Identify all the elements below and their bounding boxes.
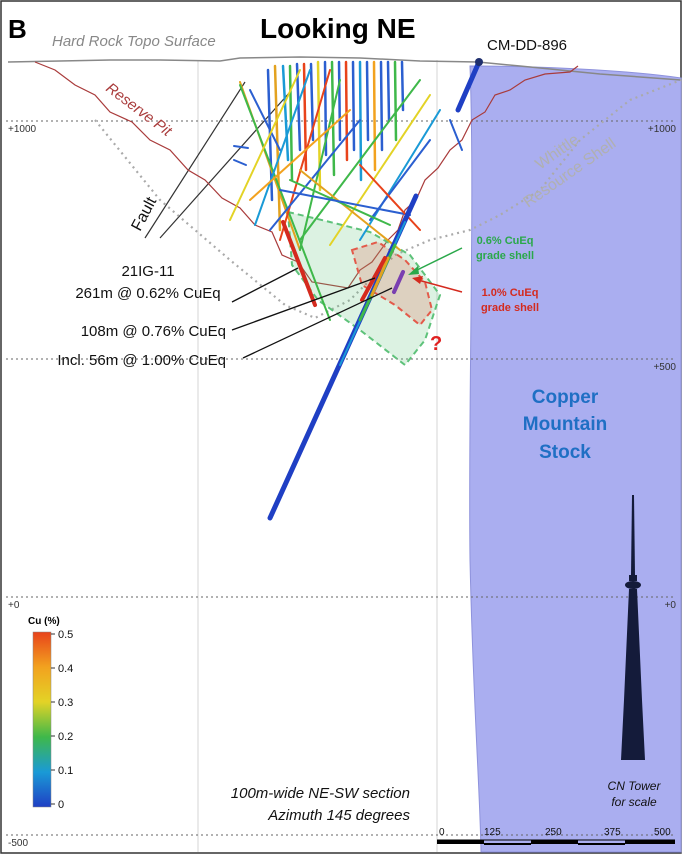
scale-label-375: 375 [604,827,621,838]
figure-title: Looking NE [260,13,416,44]
topo-surface-label: Hard Rock Topo Surface [52,33,216,50]
elev-right-1000: +1000 [648,124,677,135]
scale-label-250: 250 [545,827,562,838]
drillholes [229,59,482,521]
cn-tower-icon [621,495,645,760]
elev-left-1000: +1000 [8,124,37,135]
legend-tick-05: 0.5 [58,629,73,641]
elev-left-minus500: -500 [8,838,28,849]
legend-tick-0: 0 [58,799,64,811]
shell-arrows [408,247,463,293]
topo-surface-line [7,56,682,81]
legend-ticks [51,633,55,805]
scale-label-0: 0 [439,827,445,838]
grade-shell-06-label-1: 0.6% CuEq [477,235,534,247]
legend-color-bar [32,631,52,808]
grade-shell-10-label-1: 1.0% CuEq [482,287,539,299]
cn-tower-label-1: CN Tower [608,779,662,793]
stock-label-2: Mountain [523,414,607,435]
scale-label-125: 125 [484,827,501,838]
collar-marker [475,58,483,66]
legend-tick-04: 0.4 [58,663,73,675]
grade-shell-06-label-2: grade shell [476,250,534,262]
intercept-2-label: 108m @ 0.76% CuEq [81,323,226,340]
legend-tick-02: 0.2 [58,731,73,743]
grade-shell-10-label-2: grade shell [481,302,539,314]
elev-right-0: +0 [665,600,677,611]
reserve-pit-outline [34,61,579,289]
intercept-1-label: 261m @ 0.62% CuEq [75,285,220,302]
cn-tower-label-2: for scale [611,795,657,809]
legend-tick-01: 0.1 [58,765,73,777]
hole-name-label: 21IG-11 [121,263,174,280]
vertical-grid [197,60,438,852]
stock-label-1: Copper [532,387,599,408]
section-note-2: Azimuth 145 degrees [267,807,410,824]
leader-lines [231,267,393,359]
section-note-1: 100m-wide NE-SW section [231,785,410,802]
scale-bar [437,839,675,845]
scale-label-500: 500 [654,827,671,838]
intercept-3-label: Incl. 56m @ 1.00% CuEq [57,352,226,369]
drillhole-label: CM-DD-896 [487,37,567,54]
elev-left-0: +0 [8,600,20,611]
elev-right-500: +500 [653,362,676,373]
stock-label-3: Stock [539,442,591,463]
panel-letter: B [8,14,27,44]
whittle-shell-outline [94,78,682,320]
legend-tick-03: 0.3 [58,697,73,709]
question-mark: ? [430,333,442,355]
legend-title: Cu (%) [28,616,60,627]
